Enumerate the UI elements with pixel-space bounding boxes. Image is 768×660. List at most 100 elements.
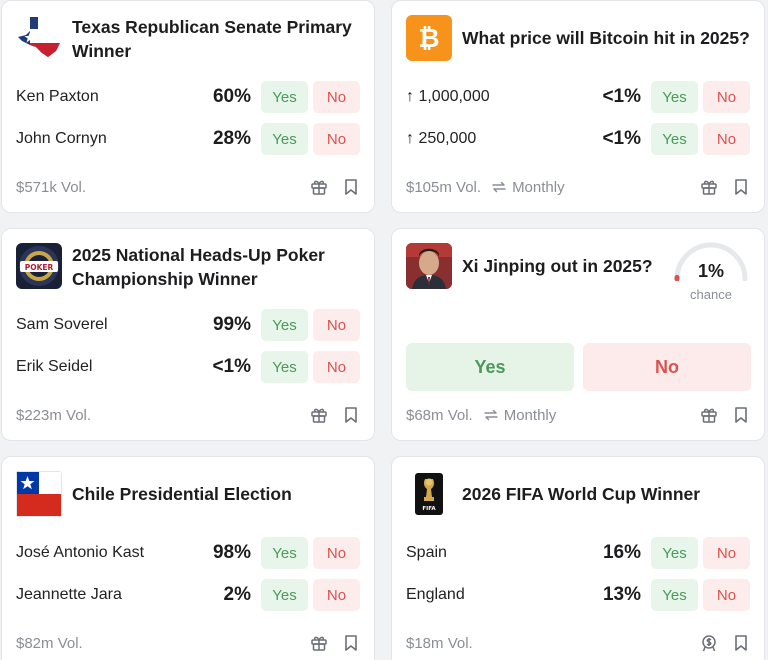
poker-championship-logo: POKER [16, 243, 62, 289]
outcome-percent: 99% [212, 314, 251, 335]
outcome-row: ↑ 250,000 <1% Yes No [406, 123, 750, 155]
bookmark-icon[interactable] [342, 406, 360, 424]
recurrence: Monthly [491, 179, 565, 196]
bookmark-icon[interactable] [732, 178, 750, 196]
repeat-icon [483, 407, 499, 423]
buy-no-button[interactable]: No [583, 343, 751, 391]
svg-text:FIFA: FIFA [422, 506, 436, 512]
outcome-name: Jeannette Jara [16, 586, 122, 603]
repeat-icon [491, 179, 507, 195]
card-footer: $105m Vol. Monthly [406, 175, 750, 199]
buy-no-button[interactable]: No [313, 309, 360, 341]
buy-no-button[interactable]: No [703, 123, 750, 155]
outcome-percent: 16% [602, 542, 641, 563]
recurrence-label: Monthly [503, 406, 557, 424]
outcome-row: Spain 16% Yes No [406, 537, 750, 569]
market-title[interactable]: 2026 FIFA World Cup Winner [462, 484, 701, 504]
market-title[interactable]: Chile Presidential Election [72, 484, 292, 504]
outcome-row: José Antonio Kast 98% Yes No [16, 537, 360, 569]
market-card-texas[interactable]: Texas Republican Senate Primary Winner K… [1, 0, 375, 213]
volume-label: $68m Vol. [406, 406, 473, 424]
bookmark-icon[interactable] [732, 634, 750, 652]
market-title[interactable]: Xi Jinping out in 2025? [462, 256, 653, 276]
outcome-percent: 60% [212, 86, 251, 107]
outcome-percent: <1% [602, 86, 641, 107]
gift-icon[interactable] [310, 406, 328, 424]
market-title[interactable]: What price will Bitcoin hit in 2025? [462, 28, 750, 48]
card-footer: $223m Vol. [16, 403, 360, 427]
outcome-name: Erik Seidel [16, 358, 93, 375]
market-card-poker[interactable]: POKER 2025 National Heads-Up Poker Champ… [1, 228, 375, 441]
buy-yes-button[interactable]: Yes [651, 579, 698, 611]
buy-yes-button[interactable]: Yes [261, 351, 308, 383]
card-footer: $82m Vol. [16, 631, 360, 655]
outcome-name: Ken Paxton [16, 88, 99, 105]
outcome-name: ↑ 250,000 [406, 130, 477, 147]
buy-yes-button[interactable]: Yes [651, 537, 698, 569]
gift-icon[interactable] [310, 634, 328, 652]
buy-no-button[interactable]: No [703, 537, 750, 569]
texas-flag-icon [16, 15, 62, 61]
outcome-row: Jeannette Jara 2% Yes No [16, 579, 360, 611]
outcome-percent: 28% [212, 128, 251, 149]
market-title[interactable]: 2025 National Heads-Up Poker Championshi… [72, 245, 325, 289]
volume-label: $571k Vol. [16, 178, 87, 196]
outcome-row: Sam Soverel 99% Yes No [16, 309, 360, 341]
buy-yes-button[interactable]: Yes [406, 343, 574, 391]
recurrence-label: Monthly [512, 178, 565, 196]
bitcoin-icon: ₿ [406, 15, 452, 61]
chance-gauge: 1% chance [672, 241, 750, 307]
buy-no-button[interactable]: No [313, 81, 360, 113]
svg-text:₿: ₿ [418, 24, 439, 54]
outcome-percent: <1% [602, 128, 641, 149]
buy-no-button[interactable]: No [313, 351, 360, 383]
card-footer: $18m Vol. [406, 631, 750, 655]
buy-yes-button[interactable]: Yes [261, 579, 308, 611]
chance-value: 1% [697, 261, 724, 281]
chile-flag-icon [16, 471, 62, 517]
buy-yes-button[interactable]: Yes [261, 81, 308, 113]
outcome-row: ↑ 1,000,000 <1% Yes No [406, 81, 750, 113]
gift-icon[interactable] [700, 178, 718, 196]
bookmark-icon[interactable] [342, 178, 360, 196]
xi-jinping-photo [406, 243, 452, 289]
buy-no-button[interactable]: No [703, 579, 750, 611]
volume-label: $18m Vol. [406, 634, 473, 652]
volume-label: $105m Vol. [406, 178, 482, 196]
buy-yes-button[interactable]: Yes [261, 309, 308, 341]
outcome-percent: 98% [212, 542, 251, 563]
gift-icon[interactable] [310, 178, 328, 196]
card-footer: $68m Vol. Monthly [406, 403, 750, 427]
market-card-chile[interactable]: Chile Presidential Election José Antonio… [1, 456, 375, 660]
buy-yes-button[interactable]: Yes [651, 123, 698, 155]
market-card-fifa[interactable]: FIFA 2026 FIFA World Cup Winner Spain 16… [391, 456, 765, 660]
bookmark-icon[interactable] [732, 406, 750, 424]
bookmark-icon[interactable] [342, 634, 360, 652]
card-footer: $571k Vol. [16, 175, 360, 199]
dollar-badge-icon[interactable] [700, 634, 718, 652]
outcome-row: England 13% Yes No [406, 579, 750, 611]
outcome-percent: 2% [223, 584, 251, 605]
recurrence: Monthly [483, 406, 557, 424]
outcome-name: Sam Soverel [16, 316, 108, 333]
market-title[interactable]: Texas Republican Senate Primary Winner [72, 17, 352, 61]
outcome-row: Erik Seidel <1% Yes No [16, 351, 360, 383]
outcome-row: John Cornyn 28% Yes No [16, 123, 360, 155]
buy-no-button[interactable]: No [313, 579, 360, 611]
buy-no-button[interactable]: No [313, 123, 360, 155]
buy-no-button[interactable]: No [703, 81, 750, 113]
market-card-xi-jinping[interactable]: Xi Jinping out in 2025? 1% chance Yes No… [391, 228, 765, 441]
buy-yes-button[interactable]: Yes [651, 81, 698, 113]
outcome-name: John Cornyn [16, 130, 107, 147]
svg-text:POKER: POKER [25, 263, 54, 272]
outcome-row: Ken Paxton 60% Yes No [16, 81, 360, 113]
outcome-percent: <1% [212, 356, 251, 377]
buy-yes-button[interactable]: Yes [261, 123, 308, 155]
market-card-bitcoin[interactable]: ₿ What price will Bitcoin hit in 2025? ↑… [391, 0, 765, 213]
buy-yes-button[interactable]: Yes [261, 537, 308, 569]
outcome-name: José Antonio Kast [16, 544, 145, 561]
outcome-name: England [406, 586, 465, 603]
outcome-name: ↑ 1,000,000 [406, 88, 490, 105]
buy-no-button[interactable]: No [313, 537, 360, 569]
gift-icon[interactable] [700, 406, 718, 424]
